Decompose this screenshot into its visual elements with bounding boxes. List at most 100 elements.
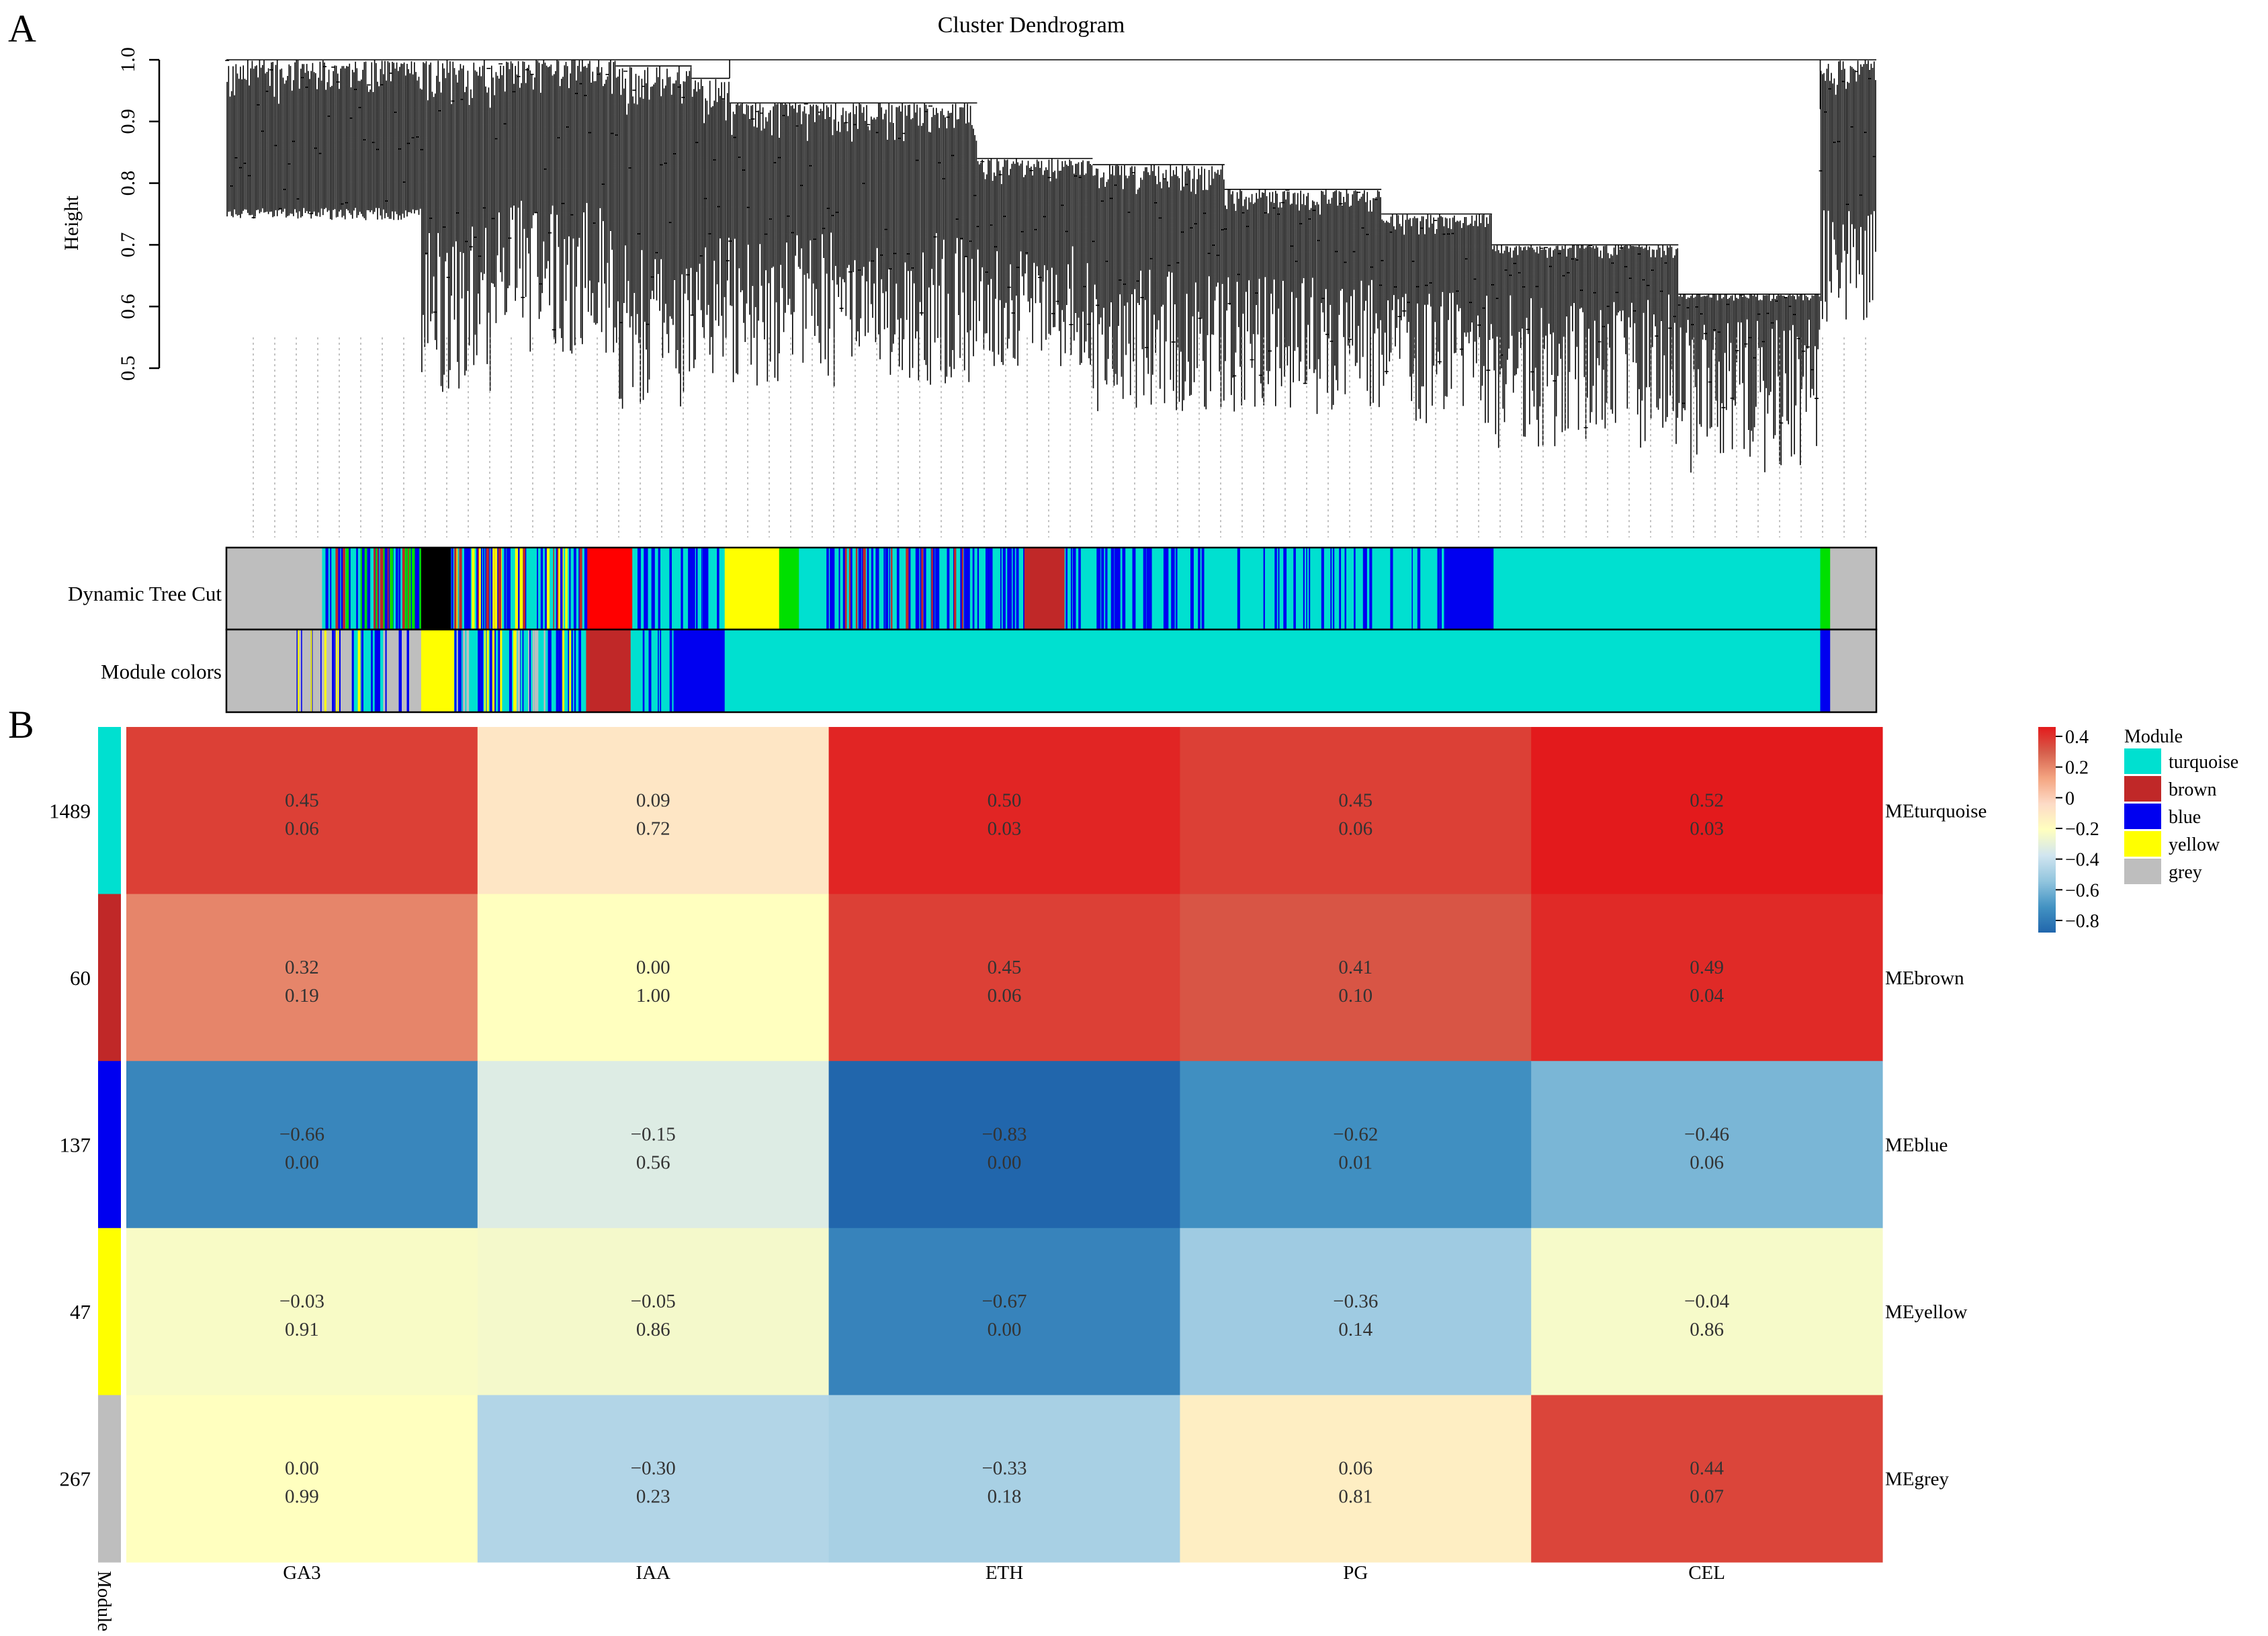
module-color-segment (1820, 630, 1831, 712)
module-color-segment (1830, 630, 1843, 712)
module-color-segment (226, 630, 296, 712)
module-color-stripe (466, 630, 470, 712)
module-color-stripe (1285, 548, 1287, 630)
module-color-stripe (454, 548, 457, 630)
module-color-stripe (1070, 548, 1072, 630)
module-color-stripe (923, 548, 926, 630)
module-color-stripe (1237, 548, 1240, 630)
module-color-stripe (1078, 548, 1081, 630)
cell-pvalue: 1.00 (636, 985, 670, 1006)
module-color-stripe (637, 548, 639, 630)
module-color-stripe (1369, 548, 1372, 630)
cell-pvalue: 0.18 (988, 1486, 1022, 1508)
module-color-stripe (374, 630, 378, 712)
cell-pvalue: 0.03 (988, 818, 1022, 839)
module-color-stripe (1339, 548, 1342, 630)
module-color-stripe (574, 548, 576, 630)
dynamic-tree-cut-bar (225, 546, 1878, 631)
dynamic-tree-cut-label: Dynamic Tree Cut (68, 582, 222, 605)
cell-correlation: 0.52 (1690, 789, 1724, 811)
module-color-stripe (931, 548, 933, 630)
module-color-stripe (338, 630, 339, 712)
module-eigengene-label: MEblue (1885, 1135, 1948, 1156)
module-color-stripe (921, 548, 924, 630)
module-color-stripe (1198, 548, 1201, 630)
module-color-stripe (310, 630, 312, 712)
module-color-segment (724, 548, 780, 630)
module-color-stripe (838, 548, 840, 630)
module-color-stripe (947, 548, 950, 630)
module-color-stripe (364, 548, 366, 630)
module-color-stripe (488, 548, 490, 630)
colorbar-tick-label: 0.4 (2065, 727, 2089, 748)
module-color-stripe (335, 630, 337, 712)
module-color-stripe (642, 630, 645, 712)
module-color-stripe (1176, 548, 1178, 630)
cell-correlation: −0.30 (631, 1458, 676, 1479)
cell-pvalue: 0.86 (636, 1319, 670, 1340)
module-color-stripe (1111, 548, 1115, 630)
heatmap-cell (1531, 894, 1883, 1062)
module-color-stripe (883, 548, 885, 630)
module-color-stripe (338, 548, 341, 630)
module-color-stripe (540, 548, 543, 630)
module-color-stripe (335, 548, 339, 630)
module-color-stripe (660, 630, 662, 712)
panel-b-label: B (8, 703, 34, 746)
module-color-segment (1241, 548, 1445, 630)
module-color-stripe (844, 548, 847, 630)
heatmap-cell (1180, 1228, 1532, 1395)
module-color-stripe (1309, 548, 1311, 630)
module-color-stripe (507, 548, 511, 630)
module-color-stripe (1440, 548, 1442, 630)
module-color-stripe (1362, 548, 1364, 630)
module-color-stripe (346, 548, 349, 630)
module-color-segment (1444, 548, 1494, 630)
cell-correlation: 0.00 (636, 957, 670, 978)
module-color-stripe (915, 548, 918, 630)
cell-pvalue: 0.04 (1690, 985, 1724, 1006)
module-color-stripe (367, 548, 371, 630)
module-color-stripe (849, 548, 853, 630)
module-color-segment (586, 548, 633, 630)
module-color-stripe (569, 548, 571, 630)
module-color-stripe (548, 630, 550, 712)
colorbar-tick-label: −0.2 (2065, 819, 2099, 840)
colorbar-tick-label: −0.6 (2065, 880, 2099, 901)
module-color-segment (383, 630, 422, 712)
module-color-stripe (858, 548, 862, 630)
module-color-stripe (558, 548, 560, 630)
module-color-stripe (885, 548, 887, 630)
module-color-stripe (410, 548, 412, 630)
module-color-stripe (456, 630, 458, 712)
module-color-stripe (1074, 548, 1076, 630)
module-color-stripe (301, 630, 302, 712)
heatmap-cell (1180, 727, 1532, 895)
module-color-stripe (565, 548, 568, 630)
panel-a-label: A (8, 7, 36, 50)
cell-pvalue: 0.10 (1338, 985, 1372, 1006)
module-color-segment (586, 630, 631, 712)
module-color-stripe (701, 548, 703, 630)
y-tick-label: 0.7 (117, 232, 139, 258)
y-tick-label: 0.9 (117, 109, 139, 134)
cell-pvalue: 0.00 (988, 1319, 1022, 1340)
heatmap-cell (828, 1395, 1180, 1563)
module-color-stripe (1390, 548, 1393, 630)
heatmap-cell (126, 1228, 478, 1395)
module-color-stripe (523, 548, 525, 630)
module-color-stripe (324, 630, 326, 712)
module-color-stripe (459, 630, 462, 712)
module-color-stripe (330, 548, 332, 630)
heatmap-cell (1180, 1395, 1532, 1563)
legend-swatch (2124, 748, 2161, 774)
legend-title: Module (2124, 726, 2183, 747)
module-color-stripe (703, 548, 707, 630)
module-color-stripe (855, 548, 858, 630)
module-color-segment (724, 630, 1821, 712)
module-color-stripe (896, 548, 900, 630)
module-color-stripe (490, 548, 493, 630)
module-color-stripe (454, 630, 457, 712)
module-color-stripe (451, 548, 453, 630)
module-color-stripe (494, 630, 496, 712)
